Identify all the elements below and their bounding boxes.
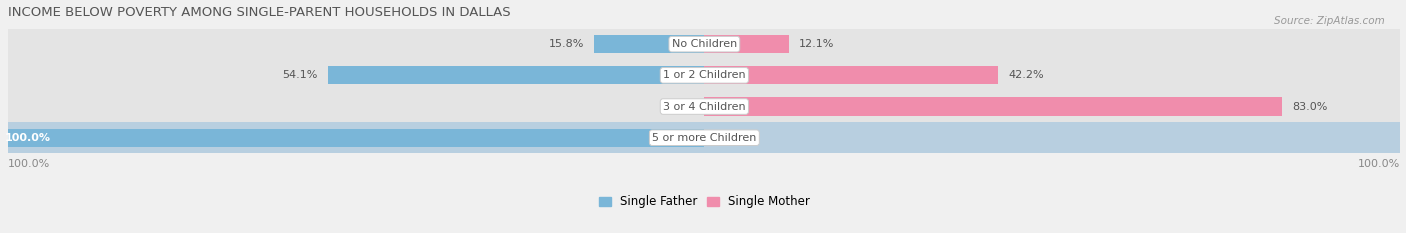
Legend: Single Father, Single Mother: Single Father, Single Mother (599, 195, 810, 208)
Bar (704, 35, 789, 53)
Text: 54.1%: 54.1% (283, 70, 318, 80)
Bar (8, 29, 1400, 60)
Text: 3 or 4 Children: 3 or 4 Children (664, 102, 745, 112)
Bar (8, 60, 1400, 91)
Bar (704, 66, 998, 84)
Bar (595, 35, 704, 53)
Text: 100.0%: 100.0% (8, 159, 51, 169)
Text: 0.0%: 0.0% (665, 102, 695, 112)
Text: 12.1%: 12.1% (799, 39, 834, 49)
Text: 83.0%: 83.0% (1292, 102, 1327, 112)
Text: 100.0%: 100.0% (1358, 159, 1400, 169)
Text: 15.8%: 15.8% (548, 39, 583, 49)
Text: INCOME BELOW POVERTY AMONG SINGLE-PARENT HOUSEHOLDS IN DALLAS: INCOME BELOW POVERTY AMONG SINGLE-PARENT… (8, 6, 510, 19)
Bar (328, 66, 704, 84)
Text: Source: ZipAtlas.com: Source: ZipAtlas.com (1274, 16, 1385, 26)
Text: 42.2%: 42.2% (1008, 70, 1045, 80)
Bar (704, 97, 1282, 116)
Bar (8, 122, 1400, 153)
Text: 1 or 2 Children: 1 or 2 Children (664, 70, 745, 80)
Text: 0.0%: 0.0% (714, 133, 742, 143)
Bar (8, 129, 704, 147)
Bar (8, 91, 1400, 122)
Text: No Children: No Children (672, 39, 737, 49)
Text: 100.0%: 100.0% (4, 133, 51, 143)
Text: 5 or more Children: 5 or more Children (652, 133, 756, 143)
